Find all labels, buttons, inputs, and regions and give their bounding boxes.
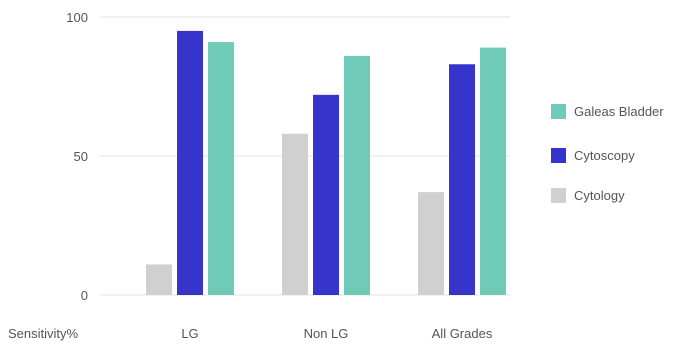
bar-cytology-all-grades (418, 192, 444, 295)
y-tick-label-50: 50 (74, 149, 88, 164)
bar-cytoscopy-all-grades (449, 64, 475, 295)
bar-galeas-bladder-lg (208, 42, 234, 295)
legend: Galeas Bladder Cytoscopy Cytology (551, 104, 664, 203)
bar-cytoscopy-lg (177, 30, 203, 296)
legend-label-cytoscopy: Cytoscopy (574, 148, 635, 163)
x-axis-title: Sensitivity% (8, 326, 79, 341)
y-tick-label-0: 0 (81, 288, 88, 303)
y-axis-ticks: 0 50 100 (66, 10, 88, 303)
legend-swatch-cytoscopy (551, 148, 566, 163)
bar-cytoscopy-non-lg (313, 94, 339, 295)
legend-swatch-cytology (551, 188, 566, 203)
bar-galeas-bladder-all-grades (480, 47, 506, 295)
x-category-label-all-grades: All Grades (432, 326, 493, 341)
x-category-label-non-lg: Non LG (304, 326, 349, 341)
bar-cytology-lg (146, 264, 172, 295)
bar-cytology-non-lg (282, 133, 308, 295)
legend-label-galeas-bladder: Galeas Bladder (574, 104, 664, 119)
bar-galeas-bladder-non-lg (344, 55, 370, 295)
y-tick-label-100: 100 (66, 10, 88, 25)
x-category-label-lg: LG (181, 326, 198, 341)
legend-swatch-galeas-bladder (551, 104, 566, 119)
x-axis-labels: Sensitivity% LG Non LG All Grades (8, 326, 493, 341)
legend-label-cytology: Cytology (574, 188, 625, 203)
bars (146, 30, 506, 296)
